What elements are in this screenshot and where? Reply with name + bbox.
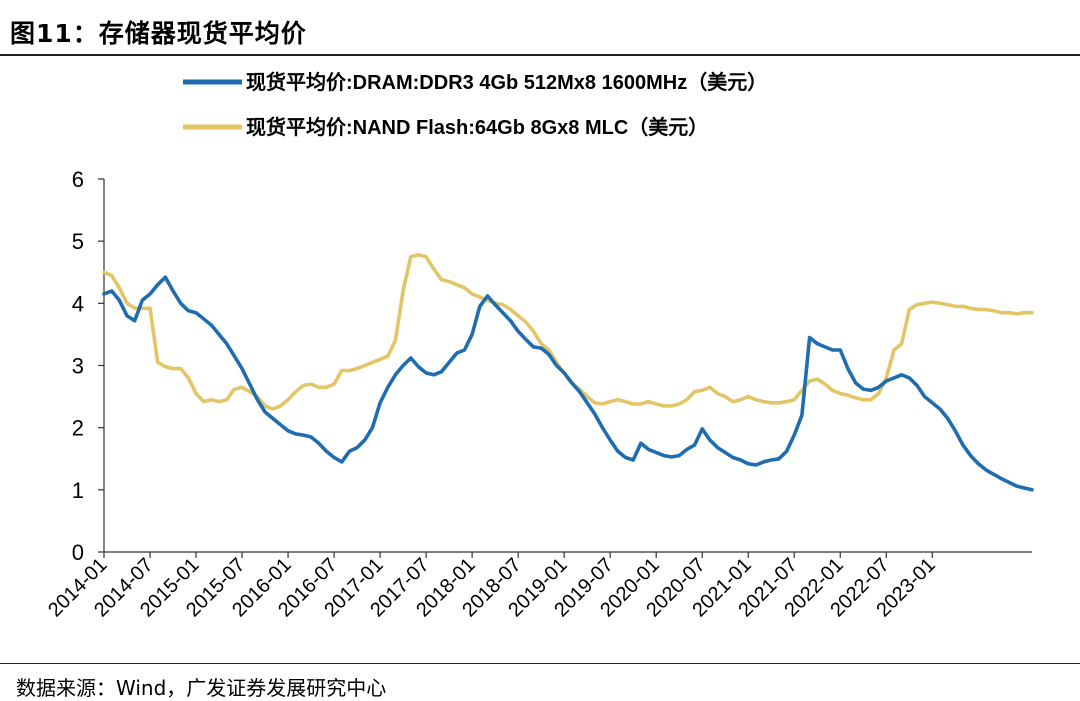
y-tick-label: 0: [72, 540, 84, 565]
series-line-dram: [102, 275, 1034, 492]
line-chart: 现货平均价:DRAM:DDR3 4Gb 512Mx8 1600MHz（美元） 现…: [44, 70, 1034, 621]
series-layer: [102, 253, 1034, 492]
legend: 现货平均价:DRAM:DDR3 4Gb 512Mx8 1600MHz（美元） 现…: [183, 70, 767, 139]
axes: 01234562014-012014-072015-012015-072016-…: [44, 167, 1032, 621]
legend-label-nand: 现货平均价:NAND Flash:64Gb 8Gx8 MLC（美元）: [246, 115, 708, 139]
source-note: 数据来源：Wind，广发证券发展研究中心: [16, 676, 387, 700]
series-line-nand: [102, 253, 1034, 411]
source-divider: [0, 663, 1080, 664]
legend-label-dram: 现货平均价:DRAM:DDR3 4Gb 512Mx8 1600MHz（美元）: [246, 70, 767, 94]
title-divider: [0, 54, 1080, 56]
y-tick-label: 4: [72, 291, 84, 316]
y-tick-label: 2: [72, 416, 84, 441]
y-tick-label: 5: [72, 229, 84, 254]
y-tick-label: 1: [72, 478, 84, 503]
figure-title: 图11：存储器现货平均价: [10, 19, 307, 48]
y-tick-label: 3: [72, 354, 84, 379]
y-tick-label: 6: [72, 167, 84, 192]
